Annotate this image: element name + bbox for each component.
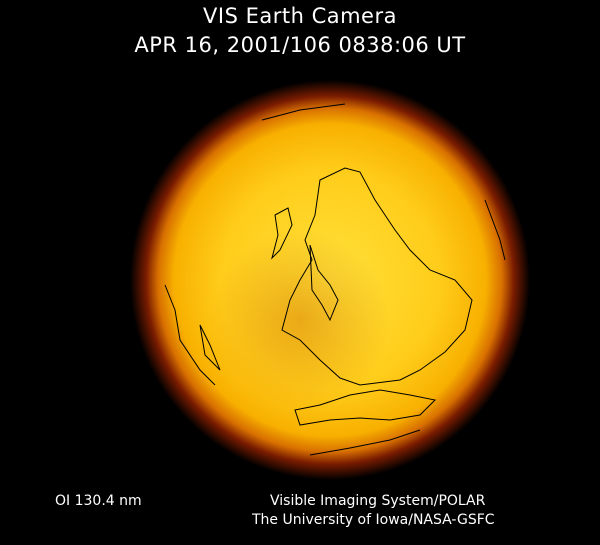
coastline-greenland — [271, 207, 293, 260]
dayglow-patch — [210, 230, 390, 410]
coastline-south — [294, 389, 437, 426]
coastlines — [164, 103, 506, 456]
image-timestamp: APR 16, 2001/106 0838:06 UT — [134, 33, 466, 57]
coastline-south2 — [309, 429, 421, 456]
credit-line-1: Visible Imaging System/POLAR — [270, 493, 486, 509]
credit-line-2: The University of Iowa/NASA-GSFC — [252, 512, 495, 528]
coastline-north-america — [281, 167, 473, 386]
image-title: VIS Earth Camera — [203, 4, 397, 28]
coastline-islands — [199, 324, 221, 371]
coastline-west — [164, 284, 216, 386]
coastline-north — [261, 103, 346, 121]
coastline-east — [484, 199, 506, 261]
filter-wavelength-label: OI 130.4 nm — [55, 493, 142, 509]
coastline-hudson — [309, 244, 339, 322]
